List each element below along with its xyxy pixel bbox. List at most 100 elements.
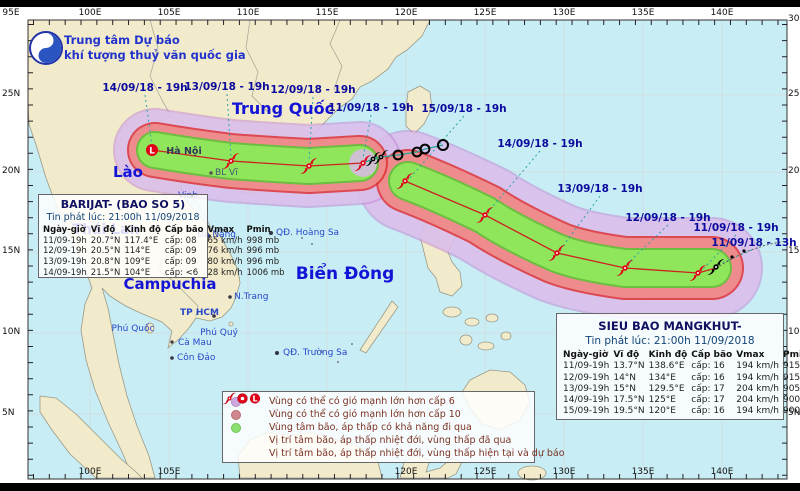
axis-label-bottom: 125E <box>473 467 497 477</box>
region-label-laos: Lào <box>113 163 143 181</box>
axis-label-bottom: 100E <box>78 467 102 477</box>
barijat-date-label: 11/09/18 - 19h <box>328 102 414 114</box>
left-axis-strip <box>0 7 28 483</box>
place-label-tphcm: TP HCM <box>180 308 219 318</box>
axis-label-right: 30N <box>788 14 800 24</box>
mangkhut-cone-center <box>390 163 730 286</box>
place-label-condao: Côn Đảo <box>177 353 216 363</box>
place-label-phuquoc: Phú Quốc <box>111 324 155 334</box>
axis-label-top: 125E <box>473 8 497 18</box>
barijat-date-label: 13/09/18 - 19h <box>184 81 270 93</box>
place-label-hoangsa: QĐ. Hoàng Sa <box>276 228 340 238</box>
col-header: Vmax <box>736 350 765 360</box>
region-label-east-sea: Biển Đông <box>295 264 395 284</box>
mangkhut-date-label: 15/09/18 - 19h <box>421 103 507 115</box>
land-palawan <box>359 300 399 354</box>
axis-label-top: 120E <box>394 8 418 18</box>
table-row: 13/09-19h 20.8°N 109°E cấp: 09 80 km/h 996 mb <box>43 256 280 267</box>
legend-text: Vị trí tâm bão, áp thấp nhiệt đới, vùng … <box>269 435 512 446</box>
center-area-icon <box>231 422 241 433</box>
col-header: Vĩ độ <box>613 350 640 360</box>
legend-item: Vùng tâm bão, áp thấp có khả năng đi qua <box>229 421 528 434</box>
mangkhut-table: Ngày-giờ Vĩ độ Kinh độ Cấp bão Vmax Pmin… <box>561 350 800 418</box>
svg-text:L: L <box>252 395 257 404</box>
axis-label-right: 15N <box>788 246 800 256</box>
col-header: Cấp bão <box>691 350 733 360</box>
place-label-danang: Đà Nẵng <box>197 230 237 240</box>
table-row: 12/09-19h 20.5°N 114°E cấp: 09 76 km/h 996 mb <box>43 246 280 257</box>
mangkhut-date-label: 11/09/18 - 13h <box>711 237 797 249</box>
kttv-logo <box>29 31 63 65</box>
col-header: Ngày-giờ <box>43 225 86 235</box>
barijat-title: BARIJAT- (BAO SO 5) <box>60 198 186 211</box>
legend-item: L Vị trí tâm bão, áp thấp nhiệt đới, vùn… <box>223 392 528 447</box>
col-header: Kinh độ <box>124 225 161 235</box>
barijat-date-label: 14/09/18 - 19h <box>102 82 188 94</box>
place-label-ntrang: N.Trang <box>234 292 269 302</box>
org-name-line1: Trung tâm Dự báo <box>64 33 180 47</box>
barijat-date-label: 12/09/18 - 19h <box>270 84 356 96</box>
legend-item: Vùng có thể có gió mạnh lớn hơn cấp 10 <box>229 408 528 421</box>
mangkhut-forecast-track <box>404 180 717 274</box>
axis-label-bottom: 120E <box>394 467 418 477</box>
mangkhut-date-label: 11/09/18 - 19h <box>693 222 779 234</box>
legend-item: L Vị trí tâm bão, áp thấp nhiệt đới, vùn… <box>223 392 565 460</box>
wind10-area-icon <box>231 409 241 420</box>
axis-label-top: 130E <box>552 8 576 18</box>
barijat-forecast-track <box>151 149 364 167</box>
legend-text: Vùng tâm bão, áp thấp có khả năng đi qua <box>269 422 472 433</box>
place-label-phuquy: Phú Quý <box>200 328 238 338</box>
col-header: Kinh độ <box>648 350 688 360</box>
top-black-bar <box>0 0 800 7</box>
col-header: Cấp bão <box>164 225 204 235</box>
legend-item: Vùng có thể có gió mạnh lớn hơn cấp 6 <box>229 395 528 408</box>
col-header: Pmin <box>246 225 271 235</box>
axis-label-right: 5N <box>788 408 800 418</box>
barijat-issued: Tin phát lúc: 21:00h 11/09/2018 <box>46 212 200 223</box>
axis-label-right: 20N <box>788 166 800 176</box>
past-depression-icons <box>392 139 449 161</box>
axis-label-top: 95E <box>2 8 20 18</box>
mangkhut-info-panel: SIEU BAO MANGKHUT- Tin phát lúc: 21:00h … <box>556 313 800 420</box>
legend-text: Vùng có thể có gió mạnh lớn hơn cấp 10 <box>269 409 461 420</box>
region-label-cambodia: Campuchia <box>123 275 217 293</box>
place-label-truongsa: QĐ. Trường Sa <box>283 348 348 358</box>
mangkhut-past-track <box>715 240 787 269</box>
place-label-hanoi: Hà Nội <box>166 146 202 157</box>
mangkhut-title: SIEU BAO MANGKHUT- <box>598 319 742 333</box>
axis-label-bottom: 140E <box>710 467 734 477</box>
axis-label-left: 10N <box>2 327 21 337</box>
axis-label-bottom: 135E <box>631 467 655 477</box>
svg-text:L: L <box>149 147 155 157</box>
axis-label-top: 115E <box>315 8 339 18</box>
axis-label-bottom: 130E <box>552 467 576 477</box>
axis-label-left: 5N <box>2 408 15 418</box>
barijat-table: Ngày-giờ Vĩ độ Kinh độ Cấp bão Vmax Pmin… <box>41 225 287 278</box>
col-header: Vmax <box>207 225 235 235</box>
axis-label-right: 10N <box>788 327 800 337</box>
legend-panel: Vùng có thể có gió mạnh lớn hơn cấp 6 Vù… <box>222 391 565 463</box>
legend-text: Vùng có thể có gió mạnh lớn hơn cấp 6 <box>269 396 455 407</box>
forecast-position-markers: L <box>146 144 707 281</box>
barijat-info-panel: BARIJAT- (BAO SO 5) Tin phát lúc: 21:00h… <box>38 194 285 278</box>
axis-label-top: 105E <box>157 8 181 18</box>
past-position-markers <box>365 139 746 275</box>
axis-label-bottom: 105E <box>157 467 181 477</box>
mangkhut-date-label: 13/09/18 - 19h <box>557 183 643 195</box>
axis-label-left: 25N <box>2 89 21 99</box>
land-taiwan <box>405 85 433 135</box>
table-row: 11/09-19h 20.7°N 117.4°E cấp: 08 65 km/h 998 … <box>43 235 280 246</box>
place-label-camau: Cà Mau <box>178 338 212 348</box>
region-label-china: Trung Quốc <box>231 99 335 118</box>
axis-label-top: 140E <box>710 8 734 18</box>
axis-label-left: 15N <box>2 246 21 256</box>
col-header: Vĩ độ <box>90 225 116 235</box>
mangkhut-issued: Tin phát lúc: 21:00h 11/09/2018 <box>585 335 755 347</box>
right-axis-strip <box>787 7 800 483</box>
col-header: Pmin <box>782 350 800 360</box>
